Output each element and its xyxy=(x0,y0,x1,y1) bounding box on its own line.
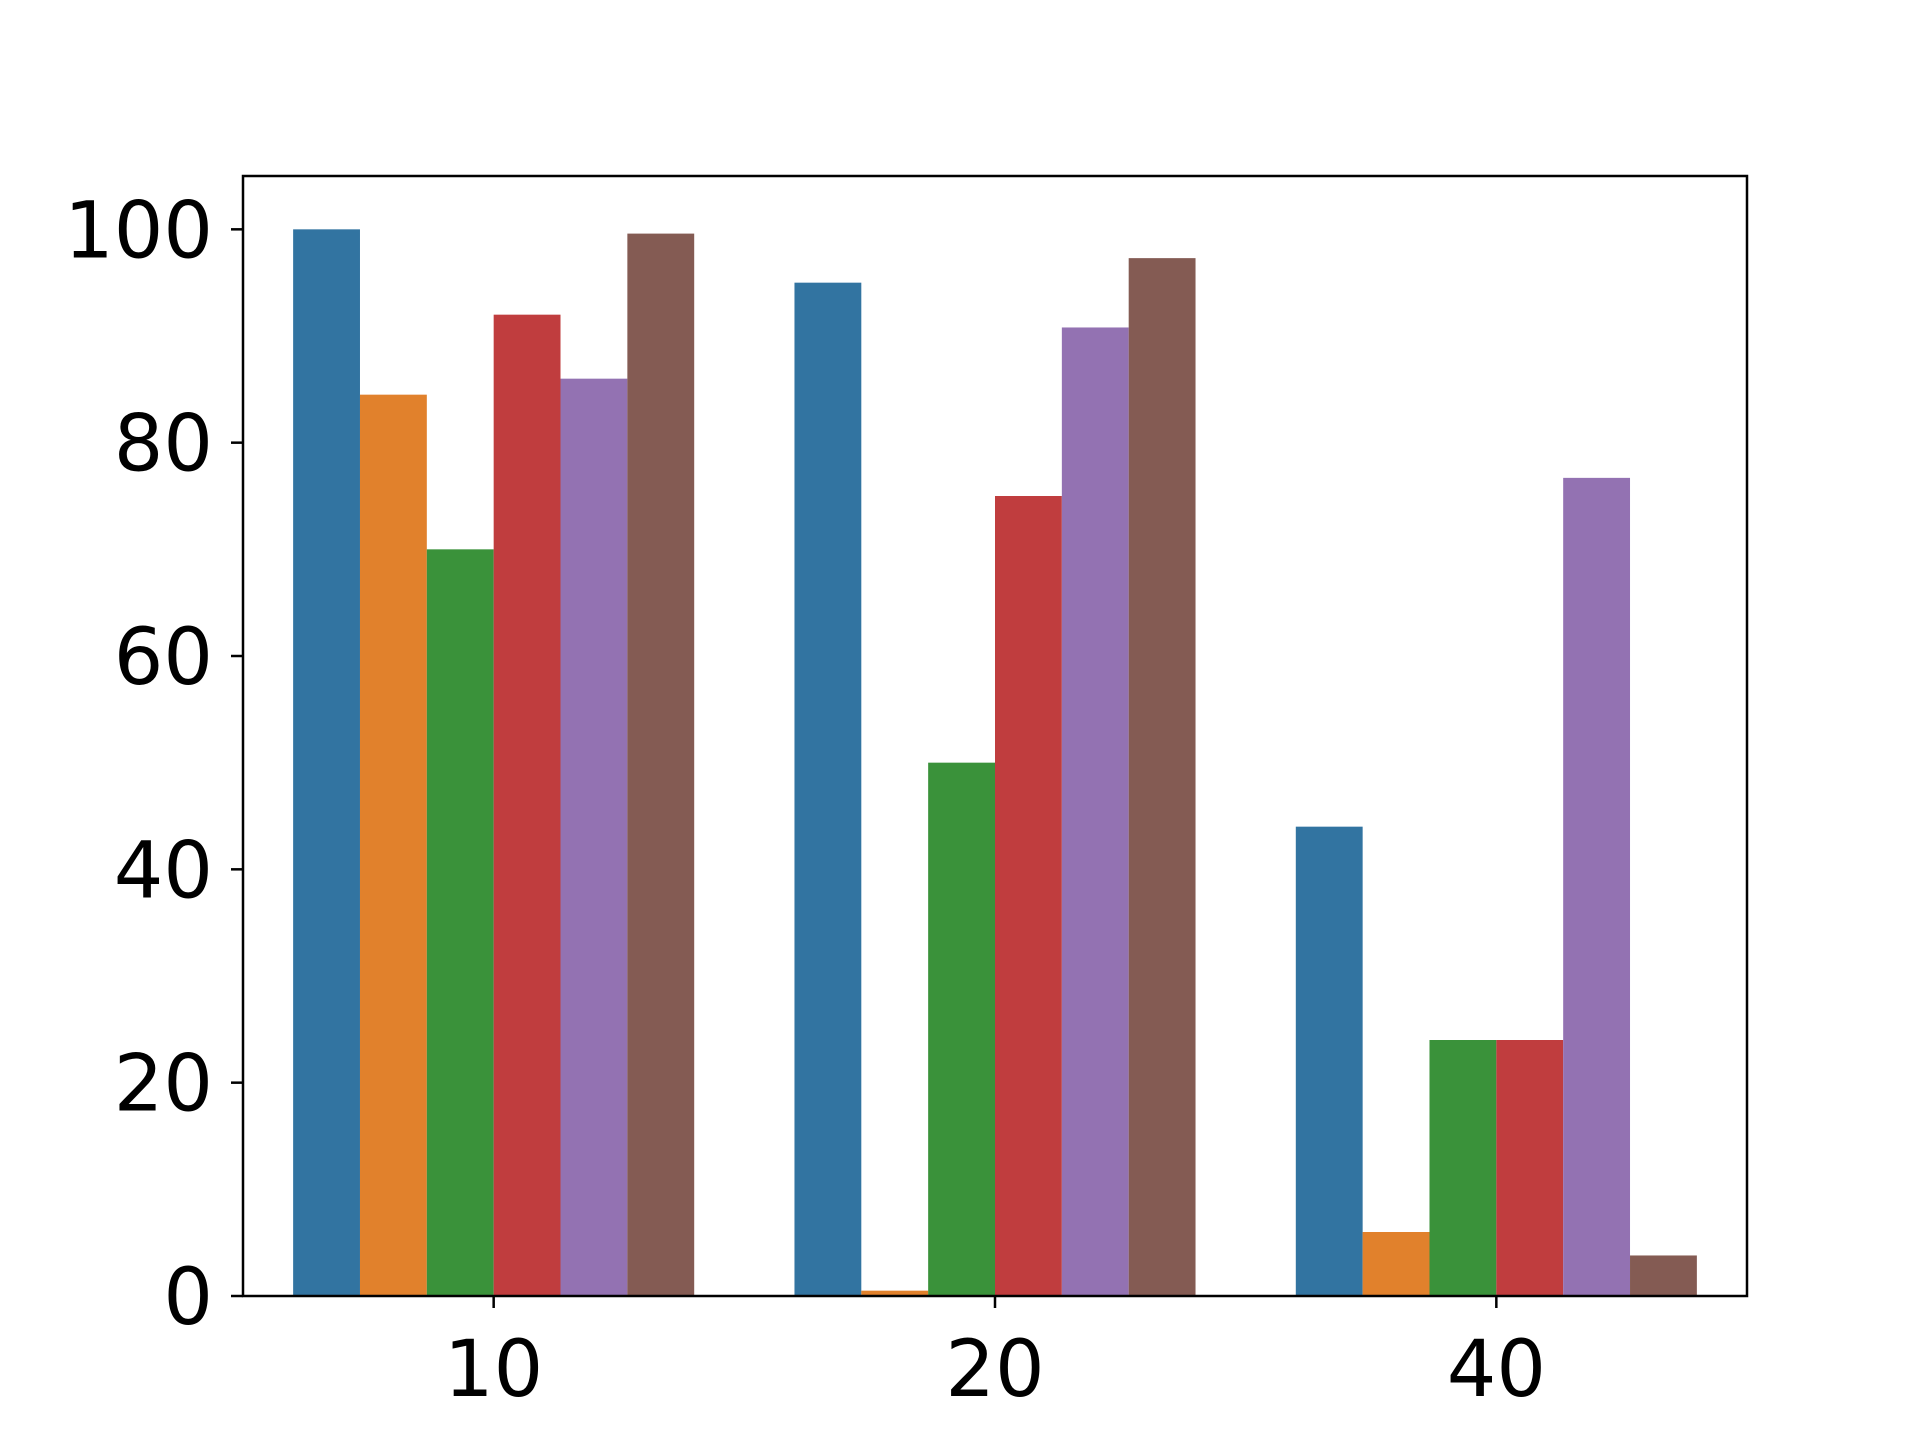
y-tick-label: 100 xyxy=(64,186,213,276)
bar-series1-20 xyxy=(794,282,862,1297)
bar-series4-20 xyxy=(995,496,1062,1296)
bar-series3-40 xyxy=(1429,1040,1497,1296)
y-axis: 0 20 40 60 80 100 xyxy=(64,186,243,1343)
bar-series2-40 xyxy=(1362,1232,1430,1296)
x-tick-label: 20 xyxy=(945,1325,1044,1415)
bar-series2-20 xyxy=(861,1290,929,1296)
x-tick-label: 40 xyxy=(1447,1325,1546,1415)
bar-series4-10 xyxy=(493,314,561,1297)
bar-series4-40 xyxy=(1496,1040,1564,1296)
bar-series6-10 xyxy=(627,233,695,1297)
bar-series3-10 xyxy=(426,549,494,1296)
bar-series1-40 xyxy=(1295,826,1363,1296)
x-axis: 10 20 40 xyxy=(444,1296,1546,1415)
y-tick-label: 20 xyxy=(114,1040,213,1130)
bar-series5-10 xyxy=(560,378,628,1297)
y-tick-label: 80 xyxy=(114,400,213,490)
bar-series6-40 xyxy=(1630,1255,1697,1296)
bar-series5-40 xyxy=(1563,477,1631,1296)
bar-series3-20 xyxy=(928,762,995,1296)
x-tick-label: 10 xyxy=(444,1325,543,1415)
y-tick-label: 0 xyxy=(163,1253,213,1343)
bar-series5-20 xyxy=(1061,327,1129,1296)
bar-series2-10 xyxy=(359,394,427,1297)
bar-series6-20 xyxy=(1128,258,1196,1297)
y-tick-label: 40 xyxy=(114,826,213,916)
bar-series1-10 xyxy=(293,229,360,1296)
y-tick-label: 60 xyxy=(114,613,213,703)
bars-layer xyxy=(293,229,1697,1297)
plot-frame xyxy=(241,174,1749,1298)
